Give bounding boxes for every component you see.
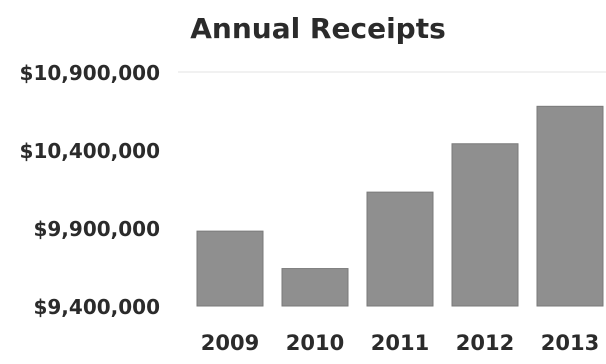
bar-2011 (366, 191, 434, 307)
chart-title: Annual Receipts (190, 12, 446, 45)
y-tick-label: $10,900,000 (20, 61, 160, 85)
x-tick-label: 2010 (286, 331, 344, 355)
x-tick-label: 2011 (371, 331, 429, 355)
y-tick-label: $9,400,000 (33, 295, 160, 319)
x-tick-label: 2012 (456, 331, 514, 355)
bars (196, 105, 604, 307)
bar-2009 (196, 230, 264, 307)
x-tick-label: 2009 (201, 331, 259, 355)
y-tick-label: $9,900,000 (33, 217, 160, 241)
y-axis: $9,400,000 $9,900,000 $10,400,000 $10,900,0… (20, 61, 160, 319)
bar-2010 (281, 268, 349, 307)
x-axis: 2009 2010 2011 2012 2013 (201, 331, 599, 355)
bar-2013 (536, 105, 604, 307)
x-tick-label: 2013 (541, 331, 599, 355)
bar-2012 (451, 143, 519, 307)
y-tick-label: $10,400,000 (20, 139, 160, 163)
